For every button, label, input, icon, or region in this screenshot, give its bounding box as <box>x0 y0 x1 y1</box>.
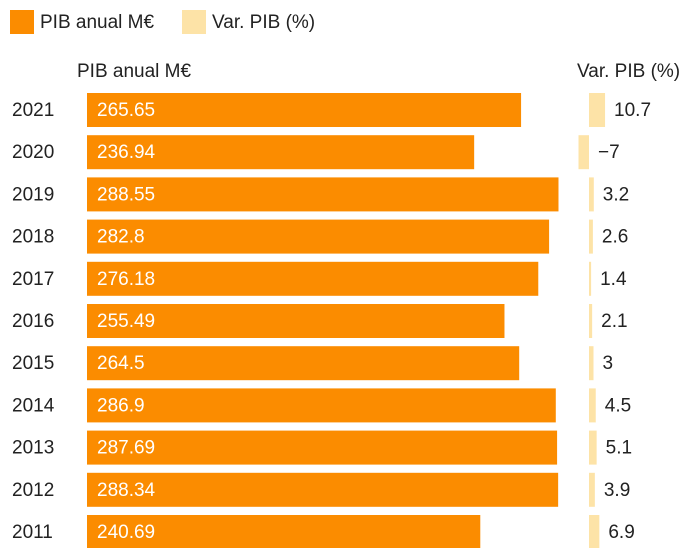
y-tick-label: 2018 <box>12 227 54 248</box>
y-tick-label: 2020 <box>12 142 54 163</box>
bar <box>87 135 475 170</box>
y-tick-label: 2013 <box>12 438 54 459</box>
value-label: 5.1 <box>606 438 632 459</box>
value-label: 240.69 <box>97 522 155 543</box>
bar <box>87 346 520 381</box>
panel-header: Var. PIB (%) <box>577 61 680 82</box>
bar <box>87 261 539 296</box>
value-label: 255.49 <box>97 311 155 332</box>
value-label: 288.55 <box>97 184 155 205</box>
value-label: 236.94 <box>97 142 156 163</box>
y-tick-label: 2011 <box>12 522 53 543</box>
bar <box>87 177 559 212</box>
y-tick-label: 2021 <box>12 100 54 121</box>
value-label: 3.9 <box>604 480 630 501</box>
value-label: 265.65 <box>97 100 155 121</box>
y-tick-label: 2016 <box>12 311 54 332</box>
value-label: 3 <box>603 353 614 374</box>
value-label: 10.7 <box>614 100 651 121</box>
legend-label: Var. PIB (%) <box>212 12 315 33</box>
y-tick-label: 2019 <box>12 184 54 205</box>
bar <box>87 388 556 423</box>
y-tick-label: 2017 <box>12 269 54 290</box>
value-label: 276.18 <box>97 269 155 290</box>
bar <box>589 219 593 254</box>
bar <box>87 430 558 465</box>
bar <box>589 515 600 548</box>
legend-swatch <box>10 10 34 34</box>
bar <box>589 472 595 507</box>
value-label: 286.9 <box>97 395 145 416</box>
bar <box>589 93 606 127</box>
value-label: 2.6 <box>602 227 628 248</box>
value-label: 288.34 <box>97 480 156 501</box>
y-tick-label: 2014 <box>12 395 55 416</box>
value-label: 1.4 <box>600 269 627 290</box>
legend-swatch <box>182 10 206 34</box>
bar <box>589 304 593 338</box>
bar <box>87 219 550 254</box>
value-label: 3.2 <box>603 184 629 205</box>
value-label: 264.5 <box>97 353 145 374</box>
y-tick-label: 2012 <box>12 480 54 501</box>
value-label: 287.69 <box>97 438 155 459</box>
bar <box>87 515 481 548</box>
bar <box>589 430 597 465</box>
legend-label: PIB anual M€ <box>40 12 154 33</box>
bar <box>578 135 589 170</box>
bar <box>589 177 594 212</box>
bar <box>87 304 505 338</box>
bar <box>589 261 592 296</box>
value-label: 6.9 <box>608 522 634 543</box>
panel-header: PIB anual M€ <box>77 61 191 82</box>
bar <box>589 346 594 381</box>
value-label: 2.1 <box>601 311 627 332</box>
value-label: −7 <box>598 142 620 163</box>
value-label: 282.8 <box>97 227 145 248</box>
bar <box>589 388 596 423</box>
bar <box>87 93 522 127</box>
bar <box>87 472 559 507</box>
y-tick-label: 2015 <box>12 353 54 374</box>
value-label: 4.5 <box>605 395 631 416</box>
